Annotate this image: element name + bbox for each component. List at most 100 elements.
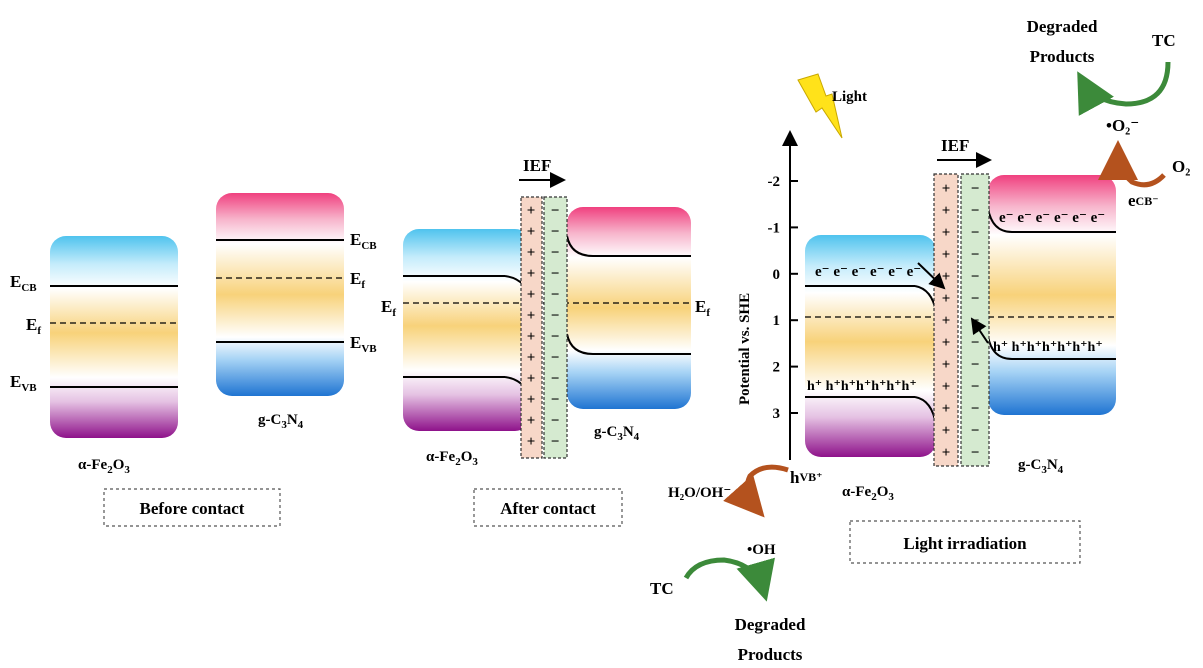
ief-label-after: IEF: [523, 156, 551, 175]
bottom-tc-label: TC: [650, 579, 674, 598]
plus-charge: +: [942, 445, 951, 461]
minus-charge: −: [551, 308, 560, 324]
right-ef-label-after: Ef: [695, 297, 710, 319]
fe2o3-block-light: [805, 235, 936, 457]
plus-charge: +: [942, 203, 951, 219]
plus-charge: +: [942, 269, 951, 285]
axis-tick-label: -2: [768, 174, 781, 190]
top-tc-label: TC: [1152, 31, 1176, 50]
axis-tick-label: 1: [773, 313, 781, 329]
plus-charge: +: [527, 224, 536, 240]
caption-before-contact: Before contact: [140, 499, 245, 518]
fe2o3-ecb-label: ECB: [10, 272, 37, 294]
plus-charge: +: [942, 379, 951, 395]
light-label: Light: [832, 89, 867, 105]
bottom-products-line2: Products: [738, 645, 803, 664]
fe2o3-name-light: α-Fe2O3: [842, 484, 894, 503]
potential-axis-label: Potential vs. SHE: [737, 293, 753, 405]
top-brown-arrow: [1098, 140, 1166, 188]
superoxide-label: •O₂⁻: [1106, 116, 1139, 135]
gc3n4-name-after: g-C3N4: [594, 424, 640, 443]
minus-charge: −: [971, 401, 980, 417]
minus-charge: −: [551, 245, 560, 261]
plus-charge: +: [527, 308, 536, 324]
panel-before-contact: ECB Ef EVB ECB Ef EVB α-Fe2O3 g-C3N4 Bef…: [10, 193, 377, 527]
minus-charge: −: [971, 423, 980, 439]
ecb-label: eCB⁻: [1128, 191, 1159, 210]
minus-charge: −: [551, 224, 560, 240]
panel-light-irradiation: -2 -1 0 1 2 3 Potential vs. SHE Light + + + + + + +…: [650, 17, 1190, 664]
plus-charge: +: [942, 181, 951, 197]
caption-after-contact: After contact: [500, 499, 596, 518]
top-products-line1: Degraded: [1027, 17, 1098, 36]
electrons-fe2o3: e⁻ e⁻ e⁻ e⁻ e⁻ e⁻: [815, 264, 921, 280]
h2o-label: H₂O/OH⁻: [668, 485, 731, 501]
plus-charge: +: [527, 245, 536, 261]
plus-charge: +: [527, 371, 536, 387]
minus-charge: −: [971, 269, 980, 285]
potential-axis-ticks: -2 -1 0 1 2 3: [768, 174, 798, 422]
gc3n4-ef-label: Ef: [350, 269, 365, 291]
gc3n4-block-after: [567, 207, 691, 409]
fe2o3-block: [50, 236, 178, 438]
axis-tick-label: 0: [773, 267, 781, 283]
positive-layer-light: [933, 173, 959, 467]
plus-charge: +: [527, 287, 536, 303]
gc3n4-ecb-label: ECB: [350, 230, 377, 252]
fe2o3-block-after: [403, 229, 531, 431]
caption-box-after: [473, 488, 623, 527]
ief-label-light: IEF: [941, 136, 969, 155]
bottom-products-line1: Degraded: [735, 615, 806, 634]
minus-charge: −: [551, 371, 560, 387]
caption-light-irradiation: Light irradiation: [903, 534, 1027, 553]
minus-charge: −: [551, 350, 560, 366]
left-ef-label-after: Ef: [381, 297, 396, 319]
axis-tick-label: 3: [773, 406, 781, 422]
fe2o3-name-after: α-Fe2O3: [426, 449, 478, 468]
plus-charge: +: [942, 247, 951, 263]
plus-charge: +: [527, 392, 536, 408]
plus-charge: +: [942, 313, 951, 329]
oh-label: •OH: [747, 542, 776, 558]
minus-charge: −: [551, 434, 560, 450]
plus-charge: +: [527, 266, 536, 282]
axis-tick-label: -1: [768, 220, 781, 236]
minus-charge: −: [551, 392, 560, 408]
hole-transfer-arrow: [970, 317, 989, 344]
gc3n4-block-light: [988, 175, 1116, 415]
plus-charge: +: [942, 225, 951, 241]
minus-charge: −: [971, 379, 980, 395]
fe2o3-name: α-Fe2O3: [78, 457, 130, 476]
minus-charge: −: [971, 357, 980, 373]
plus-charge: +: [527, 413, 536, 429]
top-green-arrow: [1077, 61, 1171, 116]
bottom-green-arrow: [683, 557, 775, 602]
gc3n4-evb-label: EVB: [350, 333, 377, 355]
gc3n4-name: g-C3N4: [258, 412, 304, 431]
positive-layer-after: [520, 196, 543, 459]
holes-fe2o3: h⁺ h⁺h⁺h⁺h⁺h⁺h⁺: [807, 379, 917, 394]
axis-tick-label: 2: [773, 360, 781, 376]
plus-charge: +: [942, 291, 951, 307]
top-products-line2: Products: [1030, 47, 1095, 66]
minus-charge: −: [971, 181, 980, 197]
plus-charge: +: [942, 401, 951, 417]
minus-charge: −: [971, 291, 980, 307]
gc3n4-vb-bend-after: [566, 333, 594, 355]
caption-box-light: [849, 520, 1081, 564]
plus-charge: +: [942, 335, 951, 351]
hvb-label: hVB⁺: [790, 468, 822, 487]
gc3n4-name-light: g-C3N4: [1018, 457, 1064, 476]
minus-charge: −: [551, 329, 560, 345]
minus-charge: −: [971, 225, 980, 241]
minus-charge: −: [551, 266, 560, 282]
minus-charge: −: [551, 203, 560, 219]
gc3n4-block: [216, 193, 344, 396]
o2-label: O₂: [1172, 157, 1190, 176]
fe2o3-evb-label: EVB: [10, 372, 37, 394]
minus-charge: −: [551, 287, 560, 303]
gc3n4-cb-bend-after: [566, 235, 594, 257]
minus-charge: −: [971, 445, 980, 461]
plus-charge: +: [942, 357, 951, 373]
plus-charge: +: [527, 203, 536, 219]
